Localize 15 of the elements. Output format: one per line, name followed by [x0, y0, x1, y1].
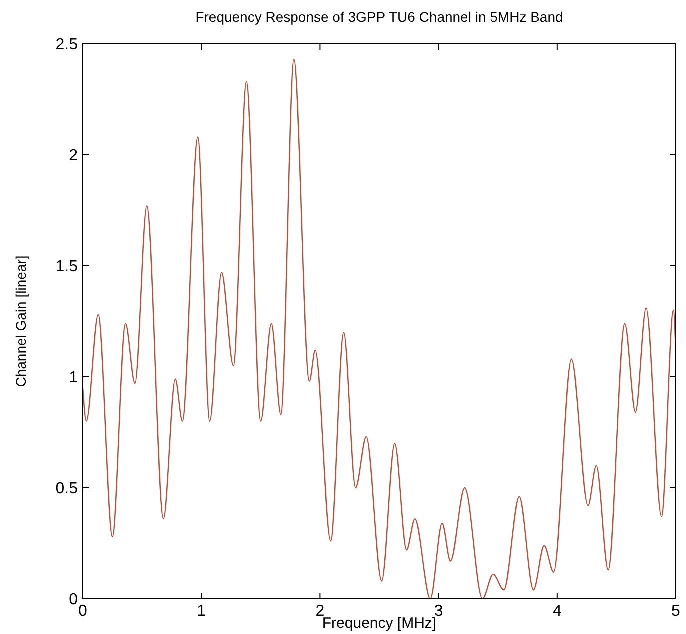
line-series	[82, 58, 677, 600]
x-tick-label: 5	[672, 603, 681, 620]
x-tick-label: 4	[552, 603, 562, 620]
y-axis-title: Channel Gain [linear]	[13, 256, 29, 388]
y-tick-label: 1	[69, 370, 78, 387]
y-tick-label: 2.5	[56, 36, 78, 54]
x-tick-label: 2	[316, 603, 325, 620]
x-tick-label: 1	[197, 603, 206, 620]
x-tick-label: 3	[434, 603, 444, 620]
chart-title: Frequency Response of 3GPP TU6 Channel in 5MHz Band	[196, 9, 564, 25]
y-tick-label: 0.5	[56, 480, 78, 498]
y-tick-label: 2	[69, 148, 78, 165]
y-tick-label: 1.5	[56, 258, 78, 276]
y-tick-label: 0	[69, 592, 78, 609]
x-axis-title: Frequency [MHz]	[322, 615, 437, 632]
